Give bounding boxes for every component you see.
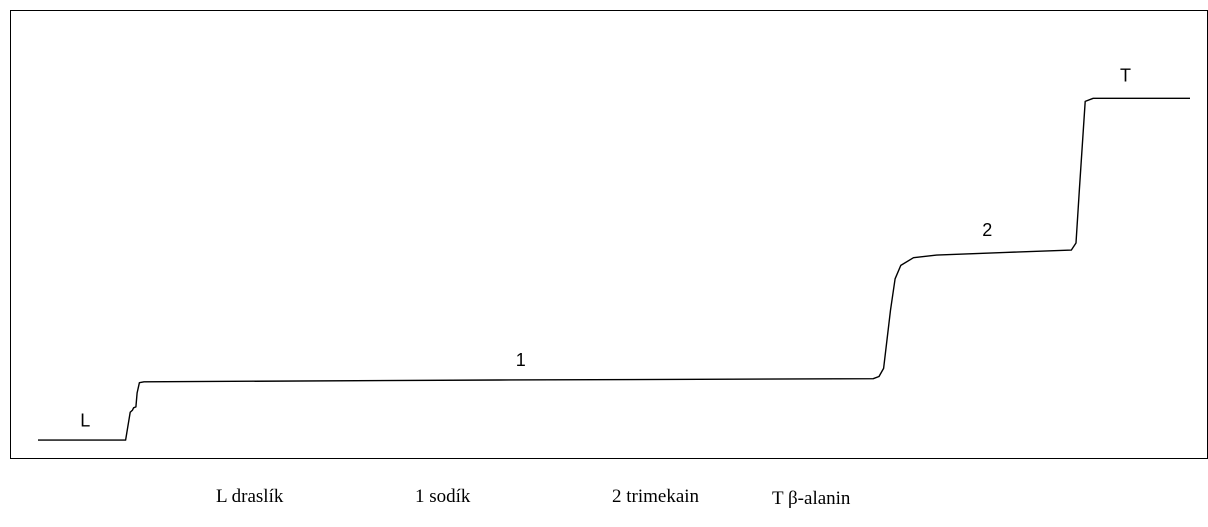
zone-label-l: L	[80, 411, 90, 431]
legend: L draslík 1 sodík 2 trimekain T β-alanin	[0, 486, 1208, 516]
legend-item-t: T β-alanin	[772, 488, 851, 509]
legend-item-1: 1 sodík	[415, 486, 471, 507]
zone-label-2: 2	[982, 220, 992, 240]
legend-item-l: L draslík	[216, 486, 284, 507]
zone-label-t: T	[1120, 66, 1131, 86]
zone-labels: L 1 2 T	[80, 66, 1131, 431]
series-line	[38, 97, 1190, 441]
plot-frame	[10, 10, 1208, 459]
legend-item-2: 2 trimekain	[612, 486, 700, 507]
zone-label-1: 1	[516, 350, 526, 370]
isotachophoregram-chart: L 1 2 T	[10, 10, 1208, 459]
